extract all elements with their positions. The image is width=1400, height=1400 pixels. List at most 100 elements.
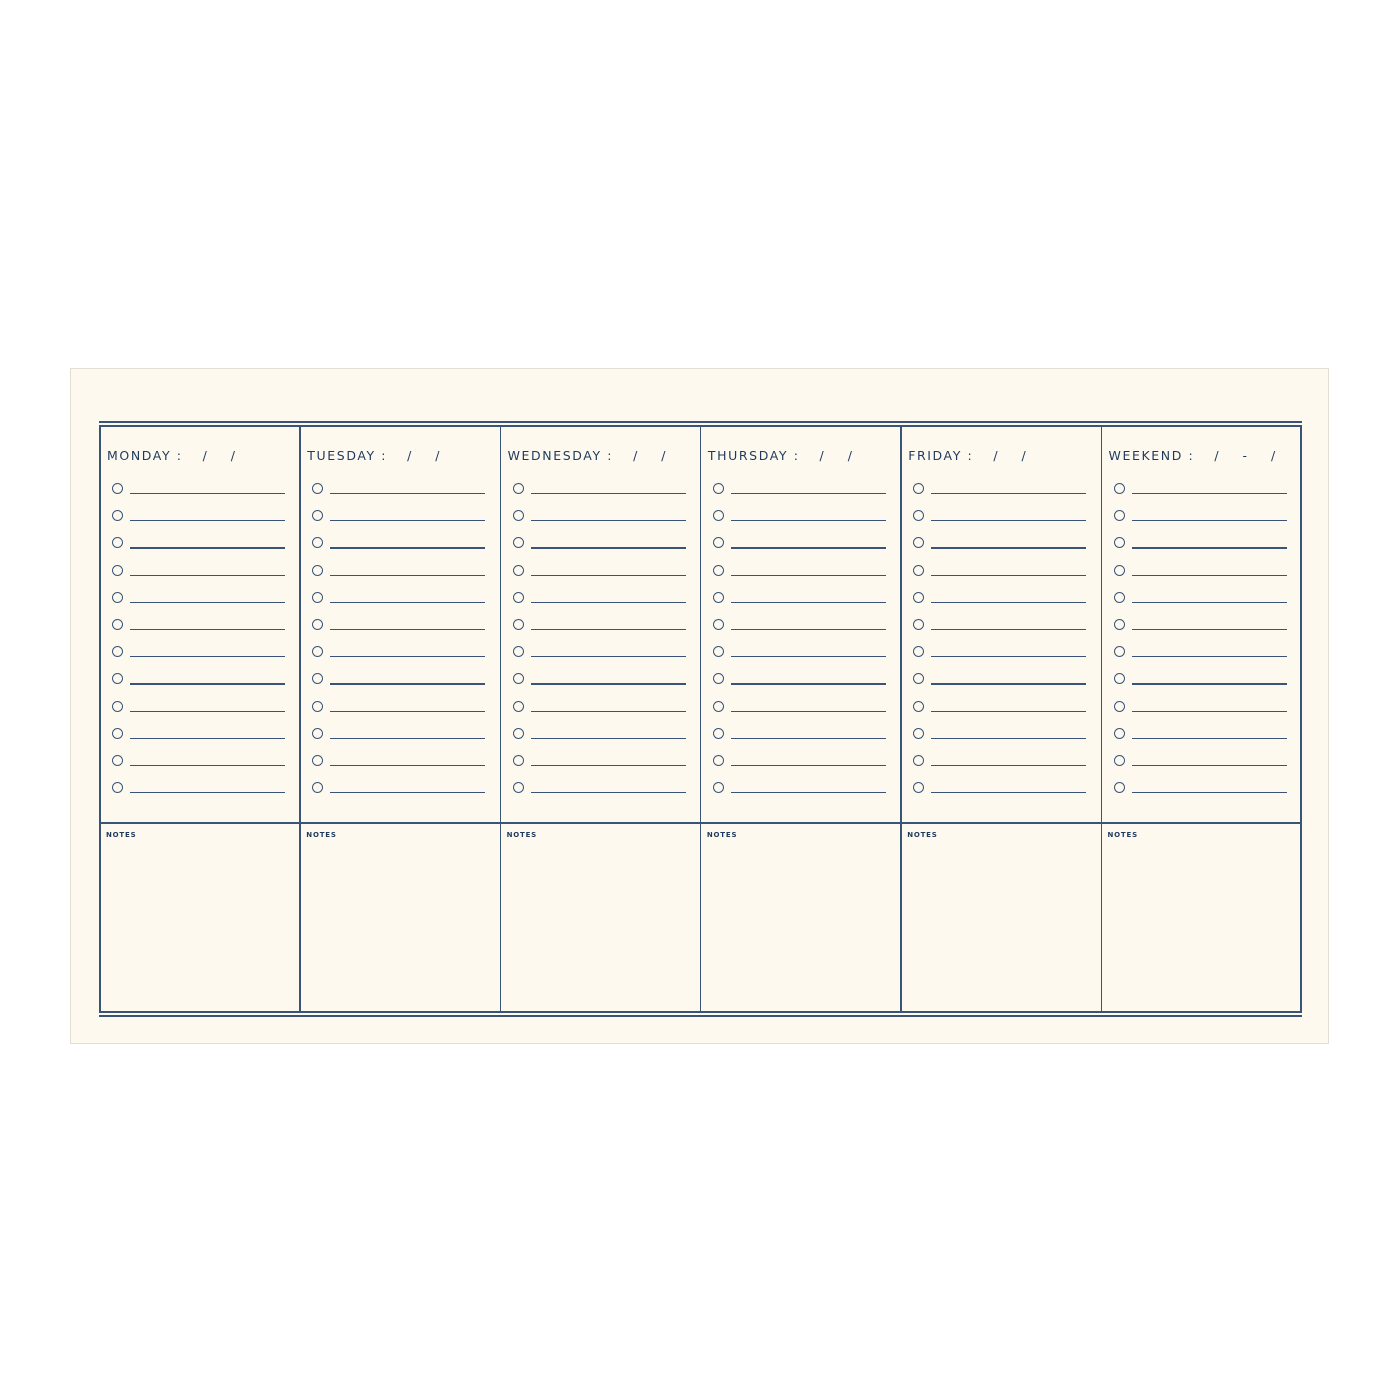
task-row[interactable]	[512, 673, 688, 687]
checkbox-circle-icon[interactable]	[712, 646, 724, 658]
task-line[interactable]	[130, 493, 285, 495]
task-row[interactable]	[512, 564, 688, 579]
checkbox-circle-icon[interactable]	[112, 619, 123, 630]
task-row[interactable]	[1113, 700, 1289, 715]
task-line[interactable]	[530, 792, 686, 794]
checkbox-circle-icon[interactable]	[312, 591, 324, 603]
task-row[interactable]	[112, 564, 287, 579]
checkbox-circle-icon[interactable]	[913, 673, 925, 685]
task-line[interactable]	[330, 737, 486, 740]
checkbox-circle-icon[interactable]	[712, 782, 724, 794]
checkbox-circle-icon[interactable]	[913, 646, 925, 658]
task-row[interactable]	[712, 591, 888, 606]
task-line[interactable]	[1131, 683, 1287, 685]
checkbox-circle-icon[interactable]	[112, 673, 123, 685]
task-line[interactable]	[1131, 792, 1287, 794]
checkbox-circle-icon[interactable]	[913, 700, 925, 712]
task-line[interactable]	[730, 792, 886, 794]
task-line[interactable]	[1131, 656, 1287, 658]
task-row[interactable]	[312, 510, 487, 524]
task-row[interactable]	[913, 727, 1088, 742]
checkbox-circle-icon[interactable]	[1113, 646, 1125, 658]
task-row[interactable]	[112, 619, 287, 633]
checkbox-circle-icon[interactable]	[913, 782, 925, 794]
task-line[interactable]	[130, 656, 285, 658]
task-row[interactable]	[512, 700, 688, 715]
task-row[interactable]	[312, 700, 487, 715]
task-row[interactable]	[913, 591, 1088, 606]
checkbox-circle-icon[interactable]	[712, 673, 724, 685]
checkbox-circle-icon[interactable]	[1113, 564, 1125, 576]
task-line[interactable]	[931, 493, 1087, 495]
checkbox-circle-icon[interactable]	[1113, 537, 1125, 549]
task-row[interactable]	[913, 510, 1088, 524]
task-line[interactable]	[1131, 520, 1287, 522]
task-line[interactable]	[330, 629, 486, 631]
checkbox-circle-icon[interactable]	[512, 483, 524, 494]
task-line[interactable]	[330, 710, 486, 712]
checkbox-circle-icon[interactable]	[312, 483, 324, 494]
checkbox-circle-icon[interactable]	[712, 700, 724, 712]
task-row[interactable]	[312, 673, 487, 687]
task-row[interactable]	[712, 727, 888, 742]
task-line[interactable]	[530, 493, 686, 495]
task-line[interactable]	[130, 683, 285, 685]
checkbox-circle-icon[interactable]	[112, 591, 123, 603]
checkbox-circle-icon[interactable]	[512, 673, 524, 685]
checkbox-circle-icon[interactable]	[712, 591, 724, 603]
task-row[interactable]	[913, 700, 1088, 715]
task-row[interactable]	[712, 619, 888, 633]
task-row[interactable]	[1113, 591, 1289, 606]
task-row[interactable]	[512, 537, 688, 551]
checkbox-circle-icon[interactable]	[913, 591, 925, 603]
task-row[interactable]	[712, 510, 888, 524]
task-line[interactable]	[931, 656, 1087, 658]
checkbox-circle-icon[interactable]	[913, 537, 925, 549]
task-line[interactable]	[330, 601, 486, 604]
checkbox-circle-icon[interactable]	[1113, 727, 1125, 739]
task-line[interactable]	[730, 629, 886, 631]
task-line[interactable]	[1131, 601, 1287, 604]
task-line[interactable]	[1131, 629, 1287, 631]
task-row[interactable]	[312, 537, 487, 551]
task-row[interactable]	[312, 564, 487, 579]
task-row[interactable]	[512, 755, 688, 769]
checkbox-circle-icon[interactable]	[312, 619, 324, 630]
task-row[interactable]	[112, 700, 287, 715]
task-line[interactable]	[530, 547, 686, 549]
task-line[interactable]	[130, 547, 285, 549]
task-line[interactable]	[130, 765, 285, 767]
task-row[interactable]	[913, 619, 1088, 633]
checkbox-circle-icon[interactable]	[712, 564, 724, 576]
checkbox-circle-icon[interactable]	[312, 510, 324, 522]
checkbox-circle-icon[interactable]	[712, 483, 724, 494]
task-line[interactable]	[130, 629, 285, 631]
task-row[interactable]	[712, 537, 888, 551]
task-line[interactable]	[730, 710, 886, 712]
task-row[interactable]	[913, 483, 1088, 497]
task-line[interactable]	[931, 683, 1087, 685]
checkbox-circle-icon[interactable]	[112, 700, 123, 712]
task-line[interactable]	[130, 574, 285, 576]
task-line[interactable]	[130, 520, 285, 522]
checkbox-circle-icon[interactable]	[512, 564, 524, 576]
task-row[interactable]	[1113, 755, 1289, 769]
checkbox-circle-icon[interactable]	[512, 510, 524, 522]
task-row[interactable]	[512, 591, 688, 606]
task-line[interactable]	[130, 792, 285, 794]
task-line[interactable]	[130, 737, 285, 740]
task-line[interactable]	[1131, 737, 1287, 740]
checkbox-circle-icon[interactable]	[712, 537, 724, 549]
checkbox-circle-icon[interactable]	[512, 700, 524, 712]
task-line[interactable]	[530, 520, 686, 522]
task-line[interactable]	[530, 656, 686, 658]
task-line[interactable]	[330, 493, 486, 495]
task-row[interactable]	[712, 646, 888, 660]
checkbox-circle-icon[interactable]	[312, 727, 324, 739]
checkbox-circle-icon[interactable]	[112, 510, 123, 522]
task-line[interactable]	[730, 547, 886, 549]
checkbox-circle-icon[interactable]	[512, 755, 524, 766]
checkbox-circle-icon[interactable]	[512, 537, 524, 549]
task-row[interactable]	[1113, 537, 1289, 551]
task-line[interactable]	[1131, 493, 1287, 495]
